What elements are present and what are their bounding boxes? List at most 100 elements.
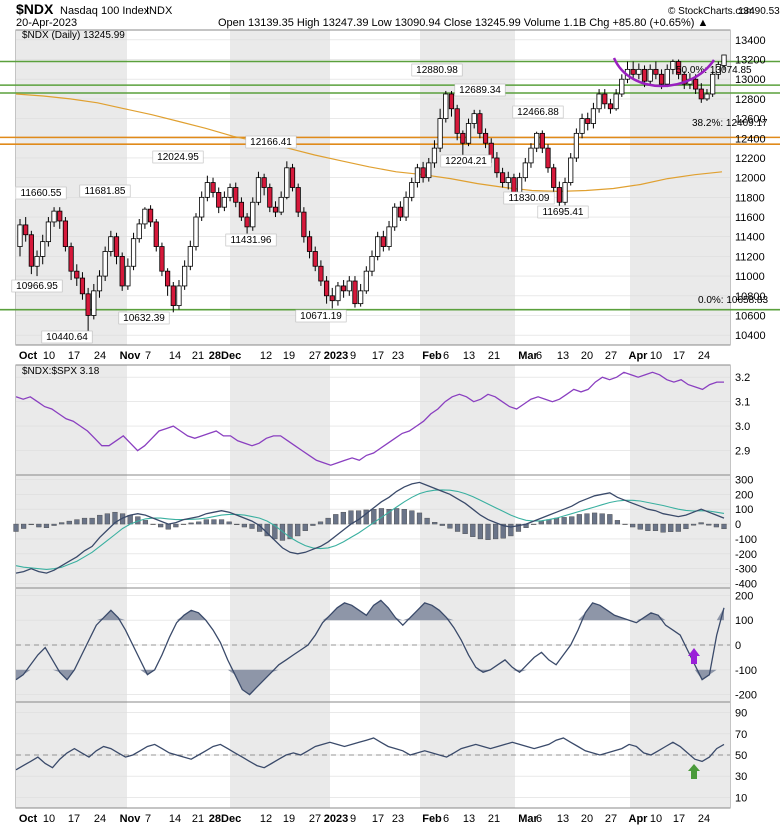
- price-annotation-label: 12166.41: [250, 137, 292, 148]
- ratio-y-tick: 3.1: [735, 397, 750, 409]
- month-band: [16, 475, 127, 588]
- macd-histogram-bar: [203, 519, 209, 525]
- x-tick-bottom: 17: [673, 813, 685, 825]
- rsi-y-tick: 30: [735, 771, 747, 783]
- macd-histogram-bar: [569, 516, 575, 525]
- macd-histogram-bar: [591, 512, 598, 525]
- price-y-tick: 12400: [735, 133, 766, 145]
- price-legend: $NDX (Daily) 13245.99: [22, 30, 125, 41]
- candle-body: [573, 132, 579, 159]
- cup-pattern-curve: [612, 57, 716, 88]
- macd-histogram-bar: [28, 523, 34, 526]
- candle-body: [142, 208, 148, 225]
- candle-body: [295, 187, 301, 213]
- candle-body: [704, 93, 710, 100]
- x-tick-bottom: 2023: [324, 813, 348, 825]
- price-annotation-label: 10671.19: [300, 311, 342, 322]
- candle-body: [607, 103, 614, 110]
- x-tick-top: Nov: [120, 350, 142, 362]
- macd-histogram-bar: [531, 523, 537, 525]
- candle-body: [40, 241, 46, 257]
- macd-y-tick: 300: [735, 474, 753, 486]
- x-tick-top: Oct: [19, 350, 38, 362]
- macd-histogram-bar: [363, 509, 369, 525]
- candle-body: [193, 216, 199, 247]
- panel-price: [15, 29, 731, 346]
- macd-histogram-bar: [721, 523, 727, 530]
- cci-line: [15, 599, 725, 696]
- candle-body: [261, 177, 267, 188]
- macd-histogram-bar: [493, 523, 499, 540]
- candle-body: [136, 223, 142, 240]
- candle-body: [568, 157, 574, 183]
- price-y-tick: 12000: [735, 173, 766, 185]
- candle-body: [272, 206, 279, 213]
- x-tick-bottom: 19: [283, 813, 295, 825]
- macd-histogram-bar: [21, 523, 27, 529]
- candle-body: [698, 88, 704, 100]
- candle-body: [602, 93, 608, 105]
- candle-body: [51, 210, 57, 223]
- candle-body: [91, 290, 97, 316]
- rsi-y-tick: 90: [735, 708, 747, 720]
- candle-body: [681, 73, 687, 85]
- candle-body: [28, 234, 34, 267]
- x-tick-top: 17: [673, 350, 685, 362]
- price-annotation-label: 10966.95: [16, 281, 58, 292]
- candle-body: [102, 251, 108, 277]
- candle-body: [34, 256, 40, 267]
- price-annotation-box: [79, 184, 131, 198]
- candle-body: [369, 256, 375, 272]
- fib-38-label: 38.2%: 12409.17: [692, 118, 768, 129]
- macd-histogram-bar: [317, 521, 324, 525]
- candle-body: [534, 132, 540, 149]
- price-y-tick: 11000: [735, 271, 765, 283]
- macd-histogram-bar: [43, 523, 50, 528]
- macd-histogram-bar: [112, 511, 118, 525]
- cci-y-tick: -100: [735, 665, 757, 677]
- macd-histogram-bar: [485, 523, 491, 540]
- x-tick-top: 9: [350, 350, 356, 362]
- cci-y-tick: 200: [735, 590, 753, 602]
- macd-histogram-bar: [690, 523, 697, 526]
- price-annotation-label: 12204.21: [445, 156, 487, 167]
- x-tick-top: 6: [443, 350, 449, 362]
- candle-body: [130, 238, 137, 267]
- macd-histogram-bar: [561, 517, 567, 525]
- candle-body: [517, 177, 523, 193]
- candle-body: [397, 206, 403, 218]
- candle-body: [159, 246, 165, 272]
- macd-histogram-bar: [401, 508, 407, 525]
- macd-histogram-bar: [668, 523, 674, 532]
- x-tick-top: 14: [169, 350, 181, 362]
- macd-y-tick: -100: [735, 534, 757, 546]
- ratio-y-tick: 2.9: [735, 446, 750, 458]
- candle-body: [68, 246, 74, 272]
- price-y-tick: 12600: [735, 114, 766, 126]
- macd-histogram-bar: [439, 523, 445, 526]
- macd-histogram-bar: [477, 523, 483, 540]
- price-annotation-box: [512, 105, 564, 119]
- price-y-tick: 10800: [735, 291, 766, 303]
- x-tick-bottom: 14: [169, 813, 181, 825]
- macd-histogram-bar: [630, 523, 636, 528]
- x-tick-bottom: 23: [392, 813, 404, 825]
- candle-body: [477, 113, 483, 134]
- candle-body: [318, 265, 324, 282]
- moving-average-line: [15, 93, 723, 193]
- macd-histogram-bar: [234, 523, 240, 526]
- rsi-line: [15, 737, 725, 771]
- macd-histogram-bar: [652, 523, 659, 531]
- macd-histogram-bar: [538, 521, 544, 525]
- macd-histogram-bar: [424, 517, 430, 525]
- macd-histogram-bar: [645, 523, 651, 531]
- x-tick-bottom: 9: [350, 813, 356, 825]
- candle-body: [250, 201, 256, 228]
- price-annotation-box: [41, 330, 93, 344]
- candle-body: [636, 68, 642, 75]
- candle-body: [45, 221, 51, 243]
- macd-histogram-bar: [713, 523, 719, 528]
- price-y-tick: 11600: [735, 212, 765, 224]
